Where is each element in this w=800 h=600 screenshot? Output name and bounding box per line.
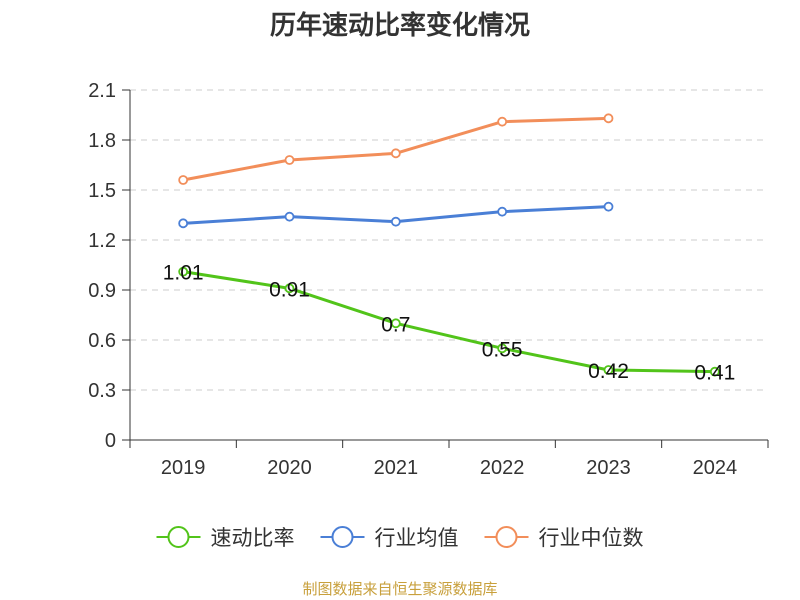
series-point — [497, 206, 508, 217]
x-tick-label: 2020 — [267, 457, 312, 479]
source-note: 制图数据来自恒生聚源数据库 — [302, 581, 497, 598]
legend-swatch-marker — [167, 526, 190, 548]
series-point — [284, 283, 295, 294]
legend-swatch-marker — [331, 526, 354, 548]
x-tick-label: 2021 — [374, 457, 419, 479]
series-point — [284, 155, 295, 165]
chart-title: 历年速动比率变化情况 — [270, 10, 530, 40]
grid-lines — [130, 89, 768, 391]
x-tick-label: 2022 — [480, 457, 525, 479]
data-label: 0.55 — [482, 338, 523, 361]
y-tick-label: 0 — [105, 430, 116, 452]
y-tick-label: 2.1 — [88, 80, 116, 102]
series-point — [603, 201, 614, 212]
series-point — [178, 218, 189, 229]
series-point — [390, 148, 401, 159]
series-point — [284, 211, 295, 222]
series-point — [497, 116, 508, 127]
series-point — [178, 266, 189, 277]
y-tick-label: 1.2 — [88, 230, 116, 252]
series-point — [709, 366, 720, 377]
x-tick-label: 2023 — [586, 457, 631, 479]
series-group — [178, 113, 720, 377]
data-label: 1.01 — [163, 262, 204, 285]
legend-item: 行业中位数 — [484, 526, 644, 550]
data-label: 0.91 — [269, 278, 310, 301]
legend-label: 行业中位数 — [539, 527, 644, 550]
x-tick-label: 2019 — [161, 457, 206, 479]
data-labels: 1.01 0.91 0.7 0.55 0.42 0.41 — [163, 262, 736, 385]
series-point — [603, 113, 614, 124]
y-tick-label: 0.9 — [88, 280, 116, 302]
data-label: 0.42 — [588, 360, 629, 383]
x-tick-label: 2024 — [693, 457, 738, 479]
legend-label: 速动比率 — [211, 527, 295, 550]
y-tick-label: 1.5 — [88, 180, 116, 202]
y-tick-label: 0.6 — [88, 330, 116, 352]
legend-label: 行业均值 — [375, 527, 459, 550]
axes: 0 0.3 0.6 0.9 1.2 1.5 1.8 2.1 2019 2020 2021 2022 20… — [88, 80, 769, 479]
y-tick-label: 1.8 — [88, 130, 116, 152]
series-point — [178, 175, 189, 185]
legend-swatch-marker — [495, 526, 518, 548]
legend: 速动比率 行业均值 行业中位数 — [156, 526, 644, 550]
series-point — [497, 343, 508, 354]
legend-item: 速动比率 — [156, 526, 295, 550]
series-point — [603, 365, 614, 375]
series-point — [390, 318, 401, 329]
series-line — [181, 270, 717, 374]
data-label: 0.41 — [694, 362, 735, 385]
legend-item: 行业均值 — [320, 526, 459, 550]
y-tick-label: 0.3 — [88, 380, 116, 402]
data-label: 0.7 — [381, 313, 410, 336]
series-point — [390, 216, 401, 227]
